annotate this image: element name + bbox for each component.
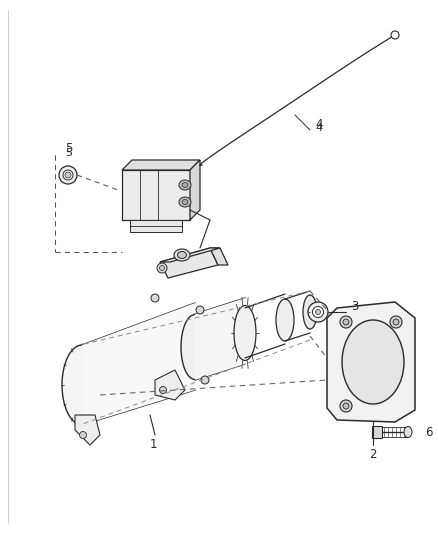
Ellipse shape [182,182,188,188]
Polygon shape [122,170,190,220]
Text: 4: 4 [315,123,322,133]
Ellipse shape [303,295,317,329]
Ellipse shape [393,319,399,325]
Ellipse shape [391,31,399,39]
Ellipse shape [342,320,404,404]
Polygon shape [82,303,195,425]
Ellipse shape [276,299,294,341]
Polygon shape [122,160,200,170]
Ellipse shape [196,306,204,314]
Polygon shape [160,248,218,278]
Ellipse shape [340,400,352,412]
Ellipse shape [80,432,86,439]
Ellipse shape [343,319,349,325]
Ellipse shape [308,302,328,322]
Polygon shape [195,298,245,380]
Polygon shape [327,302,415,422]
Ellipse shape [234,305,256,360]
Ellipse shape [201,376,209,384]
Polygon shape [155,370,185,400]
Text: 4: 4 [315,118,322,132]
Text: 5: 5 [65,141,73,155]
Ellipse shape [179,180,191,190]
Ellipse shape [390,316,402,328]
Text: 1: 1 [149,439,157,451]
Polygon shape [160,248,220,262]
Ellipse shape [181,314,209,379]
Ellipse shape [404,426,412,438]
Text: 3: 3 [351,301,359,313]
Ellipse shape [177,252,187,259]
Ellipse shape [159,386,166,393]
Ellipse shape [315,310,321,314]
Ellipse shape [179,197,191,207]
Polygon shape [130,220,182,232]
Ellipse shape [59,166,77,184]
Text: 2: 2 [369,448,377,462]
Ellipse shape [343,403,349,409]
Polygon shape [190,160,200,220]
Text: 5: 5 [66,148,73,158]
Ellipse shape [159,265,165,271]
Ellipse shape [63,170,73,180]
Polygon shape [210,248,228,265]
Ellipse shape [312,306,324,318]
Ellipse shape [151,294,159,302]
Ellipse shape [340,316,352,328]
Polygon shape [75,415,100,445]
Ellipse shape [62,345,102,425]
Ellipse shape [65,172,71,178]
Polygon shape [372,426,382,438]
Text: 6: 6 [425,425,432,439]
Ellipse shape [182,199,188,205]
Ellipse shape [157,263,167,273]
Ellipse shape [174,249,190,261]
